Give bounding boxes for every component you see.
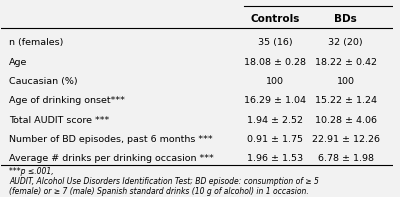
Text: 35 (16): 35 (16) (258, 38, 292, 47)
Text: 1.96 ± 1.53: 1.96 ± 1.53 (247, 154, 303, 164)
Text: Age: Age (9, 58, 28, 67)
Text: ***p ≤.001,: ***p ≤.001, (9, 167, 54, 176)
Text: Average # drinks per drinking occasion ***: Average # drinks per drinking occasion *… (9, 154, 214, 164)
Text: Caucasian (%): Caucasian (%) (9, 77, 78, 86)
Text: 100: 100 (266, 77, 284, 86)
Text: 1.94 ± 2.52: 1.94 ± 2.52 (247, 116, 303, 125)
Text: 22.91 ± 12.26: 22.91 ± 12.26 (312, 135, 380, 144)
Text: 32 (20): 32 (20) (328, 38, 363, 47)
Text: BDs: BDs (334, 14, 357, 24)
Text: Controls: Controls (250, 14, 300, 24)
Text: 18.08 ± 0.28: 18.08 ± 0.28 (244, 58, 306, 67)
Text: (female) or ≥ 7 (male) Spanish standard drinks (10 g of alcohol) in 1 occasion.: (female) or ≥ 7 (male) Spanish standard … (9, 187, 309, 196)
Text: Total AUDIT score ***: Total AUDIT score *** (9, 116, 110, 125)
Text: 6.78 ± 1.98: 6.78 ± 1.98 (318, 154, 374, 164)
Text: n (females): n (females) (9, 38, 64, 47)
Text: 18.22 ± 0.42: 18.22 ± 0.42 (314, 58, 376, 67)
Text: AUDIT, Alcohol Use Disorders Identification Test; BD episode: consumption of ≥ 5: AUDIT, Alcohol Use Disorders Identificat… (9, 177, 319, 186)
Text: 16.29 ± 1.04: 16.29 ± 1.04 (244, 96, 306, 105)
Text: Age of drinking onset***: Age of drinking onset*** (9, 96, 125, 105)
Text: 10.28 ± 4.06: 10.28 ± 4.06 (314, 116, 376, 125)
Text: Number of BD episodes, past 6 months ***: Number of BD episodes, past 6 months *** (9, 135, 213, 144)
Text: 100: 100 (336, 77, 354, 86)
Text: 15.22 ± 1.24: 15.22 ± 1.24 (314, 96, 376, 105)
Text: 0.91 ± 1.75: 0.91 ± 1.75 (247, 135, 303, 144)
